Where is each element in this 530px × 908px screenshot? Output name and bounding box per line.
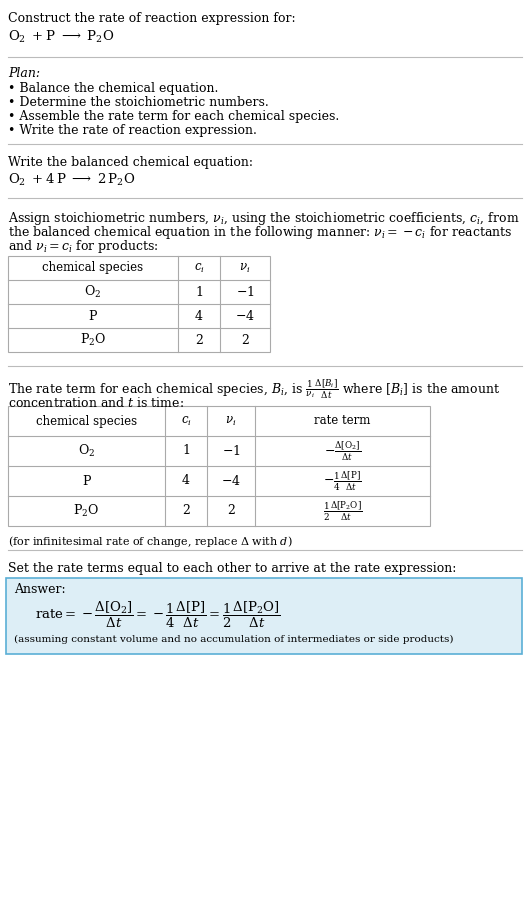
Text: • Determine the stoichiometric numbers.: • Determine the stoichiometric numbers. xyxy=(8,96,269,109)
Text: • Write the rate of reaction expression.: • Write the rate of reaction expression. xyxy=(8,124,257,137)
Text: $\mathrm{O_2}$: $\mathrm{O_2}$ xyxy=(84,284,102,300)
Text: $\mathrm{P_2O}$: $\mathrm{P_2O}$ xyxy=(80,332,106,348)
Bar xyxy=(8,256,270,352)
Text: rate term: rate term xyxy=(314,414,370,428)
Text: chemical species: chemical species xyxy=(42,262,144,274)
Text: 2: 2 xyxy=(241,333,249,347)
Text: 2: 2 xyxy=(227,505,235,518)
Text: $\mathregular{O_2}$$\mathregular{\ +P\ \longrightarrow \ P_2O}$: $\mathregular{O_2}$$\mathregular{\ +P\ \… xyxy=(8,29,114,45)
Text: Assign stoichiometric numbers, $\nu_i$, using the stoichiometric coefficients, $: Assign stoichiometric numbers, $\nu_i$, … xyxy=(8,210,519,227)
Text: $-\frac{\Delta[\mathrm{O_2}]}{\Delta t}$: $-\frac{\Delta[\mathrm{O_2}]}{\Delta t}$ xyxy=(324,439,361,463)
Text: and $\nu_i = c_i$ for products:: and $\nu_i = c_i$ for products: xyxy=(8,238,158,255)
Text: $\nu_i$: $\nu_i$ xyxy=(240,262,251,274)
Text: $\nu_i$: $\nu_i$ xyxy=(225,414,237,428)
Text: $-1$: $-1$ xyxy=(222,444,240,458)
Text: $\mathrm{P_2O}$: $\mathrm{P_2O}$ xyxy=(74,503,100,519)
Text: 4: 4 xyxy=(195,310,203,322)
Text: 2: 2 xyxy=(195,333,203,347)
Text: • Balance the chemical equation.: • Balance the chemical equation. xyxy=(8,82,218,95)
Text: $\mathregular{O_2\ +4\,P\ \longrightarrow \ 2\,P_2O}$: $\mathregular{O_2\ +4\,P\ \longrightarro… xyxy=(8,172,135,188)
Text: $\mathrm{O_2}$: $\mathrm{O_2}$ xyxy=(78,443,95,459)
Text: (for infinitesimal rate of change, replace $\Delta$ with $d$): (for infinitesimal rate of change, repla… xyxy=(8,534,293,549)
Text: $\frac{1}{2}\frac{\Delta[\mathrm{P_2O}]}{\Delta t}$: $\frac{1}{2}\frac{\Delta[\mathrm{P_2O}]}… xyxy=(323,499,363,523)
Text: $-4$: $-4$ xyxy=(221,474,241,488)
Text: $\mathrm{P}$: $\mathrm{P}$ xyxy=(82,474,92,488)
Text: • Assemble the rate term for each chemical species.: • Assemble the rate term for each chemic… xyxy=(8,110,339,123)
Text: Set the rate terms equal to each other to arrive at the rate expression:: Set the rate terms equal to each other t… xyxy=(8,562,456,575)
FancyBboxPatch shape xyxy=(6,578,522,654)
Text: the balanced chemical equation in the following manner: $\nu_i = -c_i$ for react: the balanced chemical equation in the fo… xyxy=(8,224,513,241)
Text: 4: 4 xyxy=(182,475,190,488)
Text: concentration and $t$ is time:: concentration and $t$ is time: xyxy=(8,396,184,410)
Text: 1: 1 xyxy=(195,285,203,299)
Text: Write the balanced chemical equation:: Write the balanced chemical equation: xyxy=(8,156,253,169)
Text: $\mathrm{P}$: $\mathrm{P}$ xyxy=(88,309,98,323)
Text: The rate term for each chemical species, $B_i$, is $\frac{1}{\nu_i}\frac{\Delta[: The rate term for each chemical species,… xyxy=(8,378,500,401)
Text: Plan:: Plan: xyxy=(8,67,40,80)
Text: $c_i$: $c_i$ xyxy=(193,262,205,274)
Bar xyxy=(8,406,430,526)
Text: $-4$: $-4$ xyxy=(235,309,255,323)
Text: Answer:: Answer: xyxy=(14,583,66,596)
Text: (assuming constant volume and no accumulation of intermediates or side products): (assuming constant volume and no accumul… xyxy=(14,635,454,644)
Text: Construct the rate of reaction expression for:: Construct the rate of reaction expressio… xyxy=(8,12,296,25)
Text: $-1$: $-1$ xyxy=(236,285,254,299)
Text: chemical species: chemical species xyxy=(36,414,137,428)
Text: $\mathrm{rate} = -\dfrac{\Delta[\mathrm{O_2}]}{\Delta t} = -\dfrac{1}{4}\dfrac{\: $\mathrm{rate} = -\dfrac{\Delta[\mathrm{… xyxy=(35,600,280,630)
Text: 2: 2 xyxy=(182,505,190,518)
Text: $c_i$: $c_i$ xyxy=(181,414,191,428)
Text: 1: 1 xyxy=(182,445,190,458)
Text: $-\frac{1}{4}\frac{\Delta[\mathrm{P}]}{\Delta t}$: $-\frac{1}{4}\frac{\Delta[\mathrm{P}]}{\… xyxy=(323,469,362,493)
